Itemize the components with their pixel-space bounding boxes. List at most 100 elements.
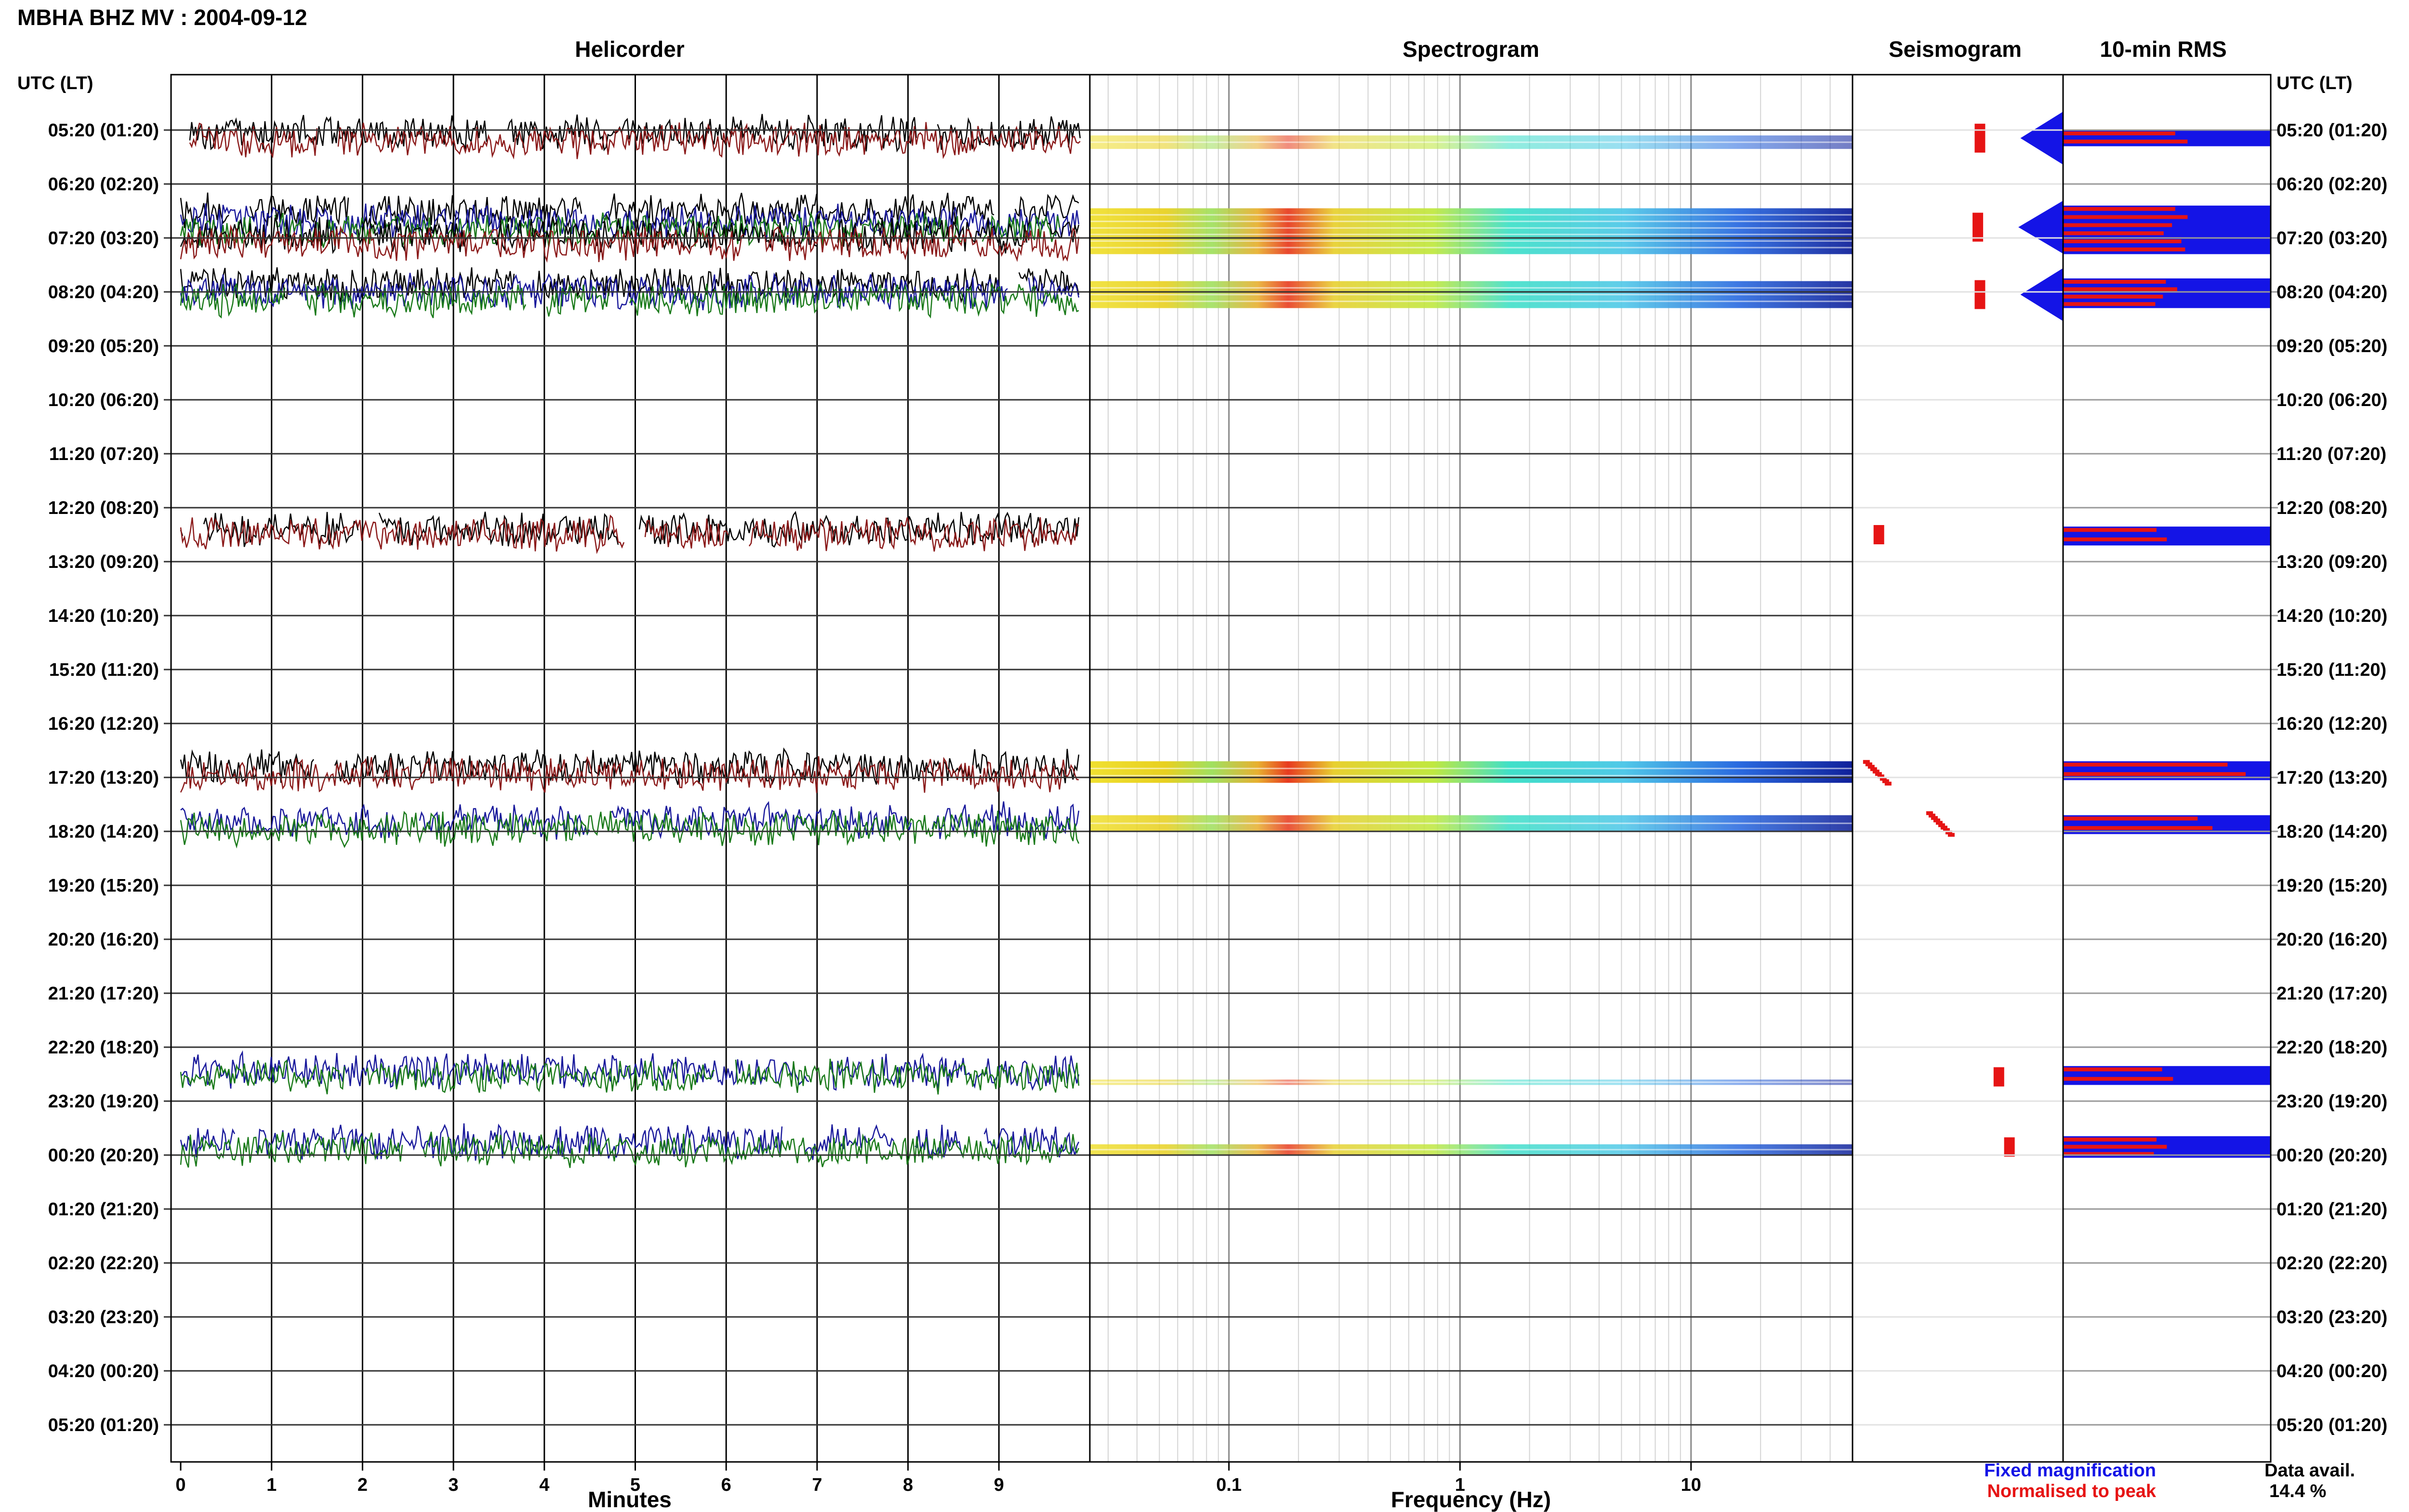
time-label-left: 08:20 (04:20) [48,282,159,302]
helicorder-trace [180,224,1080,263]
time-label-left: 05:20 (01:20) [48,120,159,141]
time-label-right: 04:20 (00:20) [2277,1361,2387,1381]
rms-bar-normalised [2063,131,2175,135]
data-avail-value: 14.4 % [2269,1481,2326,1501]
time-label-left: 06:20 (02:20) [48,174,159,195]
panel-title-helicorder: Helicorder [575,37,685,62]
time-label-right: 22:20 (18:20) [2277,1038,2387,1058]
seismogram-block [1945,830,1952,835]
spectrogram-band-fill [1090,135,1853,149]
figure-title: MBHA BHZ MV : 2004-09-12 [17,5,307,30]
seismogram-block [1877,774,1884,778]
seismogram-block [1882,779,1889,783]
rms-bar-normalised [2063,1077,2173,1081]
time-label-right: 00:20 (20:20) [2277,1145,2387,1166]
data-avail-label: Data avail. [2264,1460,2355,1481]
rms-bar-normalised [2063,247,2185,251]
spectrogram-bands [1090,135,1853,1155]
time-label-right: 21:20 (17:20) [2277,984,2387,1004]
time-label-right: 17:20 (13:20) [2277,768,2387,788]
time-label-left: 01:20 (21:20) [48,1199,159,1220]
time-label-right: 05:20 (01:20) [2277,1415,2387,1435]
seismogram-block [1938,823,1945,828]
rms-bar-normalised [2063,139,2188,144]
spectrogram-band-fill [1090,208,1853,254]
rms-bar-normalised [2063,528,2157,532]
time-label-left: 23:20 (19:20) [48,1091,159,1112]
helicorder-tick-label: 3 [449,1475,459,1495]
rms-bar-normalised [2063,816,2198,821]
helicorder-tick-label: 5 [630,1475,640,1495]
rms-bar-normalised [2063,207,2175,211]
helicorder-trace [180,810,1080,849]
utc-header-left: UTC (LT) [17,73,93,93]
spectrogram-band-fill [1090,815,1853,831]
seismogram-block [1870,767,1877,771]
time-label-right: 20:20 (16:20) [2277,930,2387,950]
helicorder-tick-label: 0 [175,1475,185,1495]
rms-bar-normalised [2063,287,2177,291]
time-label-left: 17:20 (13:20) [48,768,159,788]
rms-bar-normalised [2063,537,2167,541]
panel-title-seismogram: Seismogram [1889,37,2022,62]
helicorder-trace [180,203,1080,242]
rms-bar-normalised [2063,763,2228,767]
spectrogram-tick-label: 1 [1455,1475,1465,1495]
helicorder-tick-label: 4 [539,1475,549,1495]
rms-bar-normalised [2063,294,2163,299]
time-label-left: 04:20 (00:20) [48,1361,159,1381]
time-label-left: 14:20 (10:20) [48,606,159,626]
seismogram-block [1993,1067,2004,1087]
time-label-right: 15:20 (11:20) [2277,660,2386,680]
spectrogram-band-fill [1090,1079,1853,1085]
seismogram-block [1873,525,1884,544]
time-label-right: 05:20 (01:20) [2277,120,2387,141]
time-label-right: 12:20 (08:20) [2277,498,2387,518]
seismogram-block [1880,776,1887,781]
rms-bar-normalised [2063,239,2182,243]
seismogram-block [1926,811,1933,815]
helicorder-tick-label: 6 [721,1475,731,1495]
rms-bar-normalised [2063,772,2246,776]
seismogram-block [1865,762,1872,766]
time-label-right: 09:20 (05:20) [2277,336,2387,356]
seismogram-block [1928,814,1935,818]
helicorder-trace [180,514,1079,554]
time-label-left: 03:20 (23:20) [48,1307,159,1328]
rms-bar-normalised [2063,1152,2154,1156]
helicorder-tick-label: 2 [357,1475,368,1495]
spectrogram-band-fill [1090,281,1853,308]
time-label-left: 15:20 (11:20) [49,660,159,680]
seismogram-block [1884,781,1892,786]
helicorder-trace [180,1058,1080,1095]
time-label-left: 09:20 (05:20) [48,336,159,356]
helicorder-trace [180,1131,1080,1168]
time-label-left: 19:20 (15:20) [48,876,159,896]
rms-bar-normalised [2063,1067,2162,1072]
legend-normalised-to-peak: Normalised to peak [1987,1481,2156,1501]
helicorder-trace [189,122,1081,160]
time-label-left: 12:20 (08:20) [48,498,159,518]
time-label-left: 10:20 (06:20) [48,390,159,410]
time-label-right: 10:20 (06:20) [2277,390,2387,410]
seismogram-block [1974,123,1985,153]
rms-bar-normalised [2063,1137,2157,1142]
seismogram-trail [2020,268,2063,321]
spectrogram-band [1090,1144,1853,1155]
seismogram-block [1863,760,1870,764]
seismogram-marks [1863,111,2063,1157]
time-label-right: 06:20 (02:20) [2277,174,2387,195]
helicorder-tick-label: 7 [812,1475,822,1495]
helicorder-trace [180,1123,1080,1161]
time-label-left: 02:20 (22:20) [48,1253,159,1274]
rms-bars [2063,130,2271,1158]
seismogram-block [1931,816,1938,820]
panel-frames [170,74,2272,1463]
rms-bar-normalised [2063,1144,2167,1149]
panel-frame [1852,74,2064,1463]
helicorder-tick-label: 9 [994,1475,1004,1495]
time-label-left: 20:20 (16:20) [48,930,159,950]
legend-fixed-magnification: Fixed magnification [1984,1460,2156,1481]
seismogram-block [1867,764,1875,769]
seismogram-trail [2020,111,2063,165]
